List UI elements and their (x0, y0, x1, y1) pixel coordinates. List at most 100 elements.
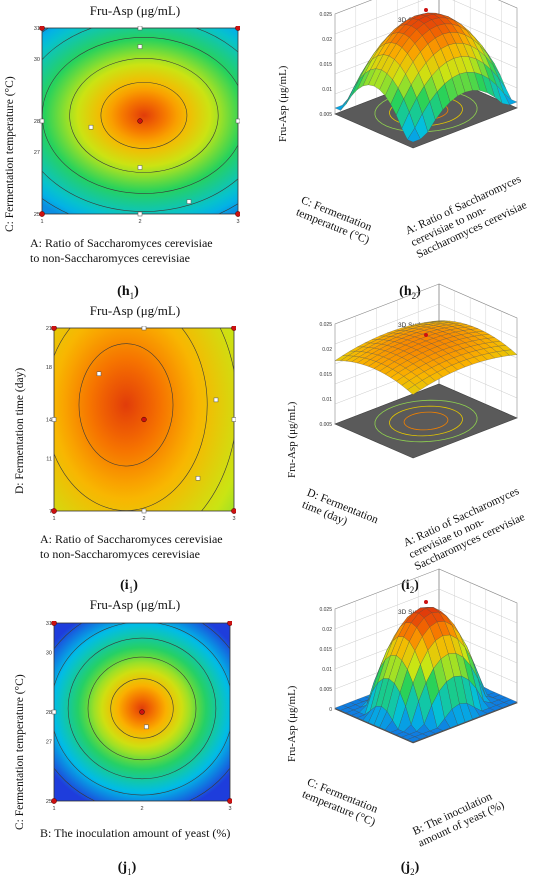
z-tick-label: 0 (329, 707, 332, 713)
x-tick-label: 1 (52, 516, 55, 521)
z-tick-label: 0.005 (319, 422, 332, 428)
j1-y-axis-label: C: Fermentation temperature (°C) (14, 674, 26, 830)
design-point (51, 417, 57, 422)
contour-line (100, 82, 188, 149)
j1-panel-label: (j1) (117, 860, 137, 877)
contour-line (42, 28, 238, 212)
wall-gridline (334, 303, 518, 345)
design-point (51, 621, 57, 626)
wall-gridline (334, 0, 518, 35)
z-tick-label: 0.005 (319, 687, 332, 693)
i1-y-axis-label: D: Fermentation time (day) (14, 367, 26, 494)
design-point (235, 118, 240, 124)
design-point (51, 508, 57, 514)
z-tick-label: 0.01 (322, 397, 332, 403)
surface-patch (334, 98, 349, 111)
optimum-point (139, 709, 145, 715)
z-tick-label: 0.015 (319, 372, 332, 378)
x-tick-label: 1 (40, 219, 43, 224)
design-point (39, 26, 45, 31)
y-tick-label: 27 (46, 740, 52, 746)
floor-contour (374, 399, 478, 443)
y-tick-label: 18 (46, 365, 52, 371)
design-point (144, 724, 149, 730)
design-point (96, 371, 102, 376)
h1-x-axis-label-1: A: Ratio of Saccharomyces cerevisiae (30, 236, 213, 250)
design-point (51, 709, 57, 715)
i2-panel-label: (i2) (401, 578, 419, 595)
x-tick-label: 2 (140, 806, 143, 811)
surface-patch (407, 736, 421, 743)
y-tick-label: 30 (46, 651, 52, 657)
design-point (137, 211, 143, 217)
peak-point (424, 600, 428, 604)
h2-panel-label: (h2) (399, 284, 421, 301)
i1-contour-plot: 1 2 3 7 11 14 18 21 (46, 326, 236, 521)
floor-contour (403, 411, 449, 431)
x-tick-label: 1 (52, 806, 55, 811)
design-point (137, 44, 143, 49)
h1-x-axis-label-2: to non-Saccharomyces cerevisiae (30, 251, 190, 265)
y-tick-label: 31 (34, 26, 40, 32)
contour-line (78, 343, 174, 467)
z-tick-label: 0.01 (322, 87, 332, 93)
h1-title: Fru-Asp (μg/mL) (89, 3, 181, 18)
i1-title: Fru-Asp (μg/mL) (89, 303, 181, 318)
x-tick-label: 2 (142, 516, 145, 521)
z-tick-label: 0.025 (319, 607, 332, 613)
i1-x-axis-label-1: A: Ratio of Saccharomyces cerevisiae (40, 532, 223, 546)
contour-line (54, 623, 230, 796)
design-point (39, 211, 45, 217)
design-point (213, 397, 219, 403)
design-point (137, 165, 143, 170)
x-tick-label: 3 (236, 219, 239, 224)
y-tick-label: 28 (34, 119, 40, 125)
design-point (235, 211, 240, 217)
h2-z-axis-label: Fru-Asp (μg/mL) (277, 65, 289, 142)
y-tick-label: 14 (46, 418, 52, 424)
h1-panel-label: (h1) (117, 284, 139, 301)
peak-point (424, 333, 428, 337)
design-point (51, 326, 57, 331)
j2-surface-plot: 0 0.005 0.01 0.015 0.02 0.025 (319, 568, 518, 744)
wall-gridline (334, 608, 518, 650)
surface-patch (407, 127, 421, 143)
z-tick-label: 0.005 (319, 112, 332, 118)
surface-patch (342, 84, 356, 106)
y-tick-label: 21 (46, 326, 52, 332)
design-point (141, 508, 147, 514)
contour-line (87, 656, 197, 761)
wall-gridline (334, 588, 518, 630)
design-point (231, 417, 236, 422)
z-tick-label: 0.025 (319, 322, 332, 328)
contour-line (42, 37, 238, 194)
x-tick-label: 2 (138, 219, 141, 224)
design-point (231, 508, 236, 514)
design-point (141, 326, 147, 331)
optimum-point (137, 118, 143, 124)
y-tick-label: 30 (34, 57, 40, 63)
i2-surface-plot: 0.005 0.01 0.015 0.02 0.025 (319, 283, 518, 459)
contour-line (69, 58, 219, 173)
floor-contour (389, 405, 463, 437)
design-point (137, 26, 143, 31)
design-point (227, 621, 232, 626)
z-tick-label: 0.025 (319, 12, 332, 18)
j1-title: Fru-Asp (μg/mL) (89, 597, 181, 612)
y-tick-label: 7 (49, 509, 52, 515)
z-tick-label: 0.015 (319, 647, 332, 653)
j1-x-axis-label-1: B: The inoculation amount of yeast (%) (40, 826, 231, 840)
x-tick-label: 3 (232, 516, 235, 521)
z-tick-label: 0.01 (322, 667, 332, 673)
j2-panel-label: (j2) (400, 860, 420, 877)
floor-projection (334, 383, 518, 459)
design-point (195, 476, 201, 481)
y-tick-label: 27 (34, 150, 40, 156)
z-tick-label: 0.02 (322, 627, 332, 633)
surface-patch (346, 79, 360, 105)
i1-panel-label: (i1) (120, 578, 138, 595)
y-tick-label: 25 (46, 799, 52, 805)
h1-y-axis-label: C: Fermentation temperature (°C) (4, 76, 16, 232)
